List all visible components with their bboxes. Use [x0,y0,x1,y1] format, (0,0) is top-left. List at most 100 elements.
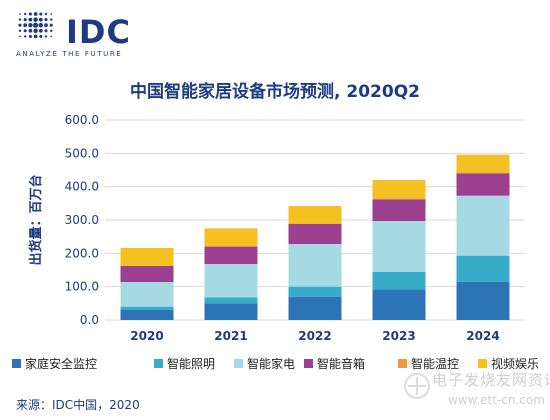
legend-swatch [304,358,313,368]
watermark-logo-icon [404,373,430,399]
globe-dot [28,12,32,16]
source-note: 来源：IDC中国，2020 [16,398,140,412]
legend-swatch [398,358,407,368]
bar-segment [288,224,342,244]
legend-swatch [478,358,487,368]
legend-item: 家庭安全监控 [12,355,97,371]
bar-segment [456,281,510,320]
legend-label: 智能音箱 [317,356,366,371]
globe-dot [33,22,39,28]
bar-segment [372,199,426,221]
legend-label: 智能照明 [167,356,216,371]
logo-tagline: ANALYZE THE FUTURE [16,50,123,58]
legend-swatch [12,358,21,368]
bar-segment [456,173,510,196]
x-tick-label: 2020 [130,329,163,343]
globe-dot [33,28,38,34]
globe-dot [44,29,48,33]
x-tick-label: 2023 [382,329,415,343]
globe-dot [19,13,21,15]
globe-dot [50,18,53,21]
bar-segment [372,198,426,200]
y-tick-label: 300.0 [65,213,99,227]
bar-segment [288,223,342,224]
legend-swatch [234,358,243,368]
globe-dot [28,22,33,28]
x-tick-label: 2024 [466,329,499,343]
bar-segment [456,255,510,282]
bar-segment [288,296,342,320]
globe-dot [50,35,53,38]
legend-label: 视频娱乐 [491,356,540,371]
globe-dot [39,12,43,16]
legend-item: 智能温控 [398,355,459,371]
watermark-url: www.ett-cn.com [448,393,545,407]
bar-segment [456,195,510,256]
y-tick-label: 100.0 [65,280,99,294]
globe-dot [18,29,22,32]
bar-segment [204,297,258,304]
legend-item: 智能照明 [154,355,215,371]
globe-dot [23,29,27,33]
x-tick-label: 2022 [298,329,331,343]
y-tick-label: 400.0 [65,180,99,194]
globe-dot [44,35,48,38]
globe-dot [38,28,43,33]
chart-legend: 家庭安全监控 智能照明 智能家电 智能音箱 智能温控 视频娱乐 [12,355,542,371]
globe-dot [18,18,22,21]
globe-dot [33,34,38,39]
bar-segment [204,246,258,247]
legend-label: 智能家电 [247,356,296,371]
globe-dot [39,34,43,38]
globe-dot [23,18,27,22]
globe-dot [50,13,53,15]
bar-segment [372,221,426,272]
globe-dot [44,23,48,28]
bar-segment [204,264,258,298]
bar-segment [204,228,258,246]
globe-dot [44,12,48,16]
bar-segment [120,282,174,307]
globe-dot [28,34,32,38]
bar-segment [120,248,174,266]
bar-segment [288,206,342,224]
bar-segment [372,289,426,320]
legend-label: 家庭安全监控 [25,356,98,371]
legend-item: 视频娱乐 [478,355,539,371]
bar-segment [204,303,258,320]
bar-segment [372,180,426,199]
y-tick-label: 200.0 [65,246,99,260]
globe-dot [33,12,38,16]
bar-segment [456,154,510,173]
globe-dot [28,17,33,22]
legend-item: 智能音箱 [304,355,365,371]
globe-dot [19,35,21,38]
bar-segment [120,306,174,310]
bar-segment [120,310,174,320]
globe-dot [18,23,22,27]
globe-dot [38,22,44,28]
legend-swatch [154,358,163,368]
x-tick-label: 2021 [214,329,247,343]
globe-dot [24,35,27,38]
legend-label: 智能温控 [411,356,460,371]
globe-dot [49,23,53,27]
globe-dot [50,29,53,32]
bar-segment [288,286,342,297]
bar-segment [456,172,510,174]
bar-segment [120,266,174,282]
globe-dot [33,17,38,22]
watermark-text: 电子发烧友网资讯 [432,371,550,389]
idc-logo: IDC ANALYZE THE FUTURE [8,6,148,58]
bar-chart: 0.0 100.0 200.0 300.0 400.0 500.0 600.0 出货量：百万台… [28,113,525,343]
y-tick-label: 500.0 [65,146,99,160]
globe-dot [44,18,48,22]
logo-text: IDC [66,13,131,51]
y-tick-label: 600.0 [65,113,99,127]
y-tick-label: 0.0 [80,313,99,327]
y-axis-label: 出货量：百万台 [28,174,44,265]
globe-dot [23,23,28,28]
bar-segment [204,246,258,264]
bar-segment [372,272,426,290]
chart-title: 中国智能家居设备市场预测, 2020Q2 [130,82,420,102]
